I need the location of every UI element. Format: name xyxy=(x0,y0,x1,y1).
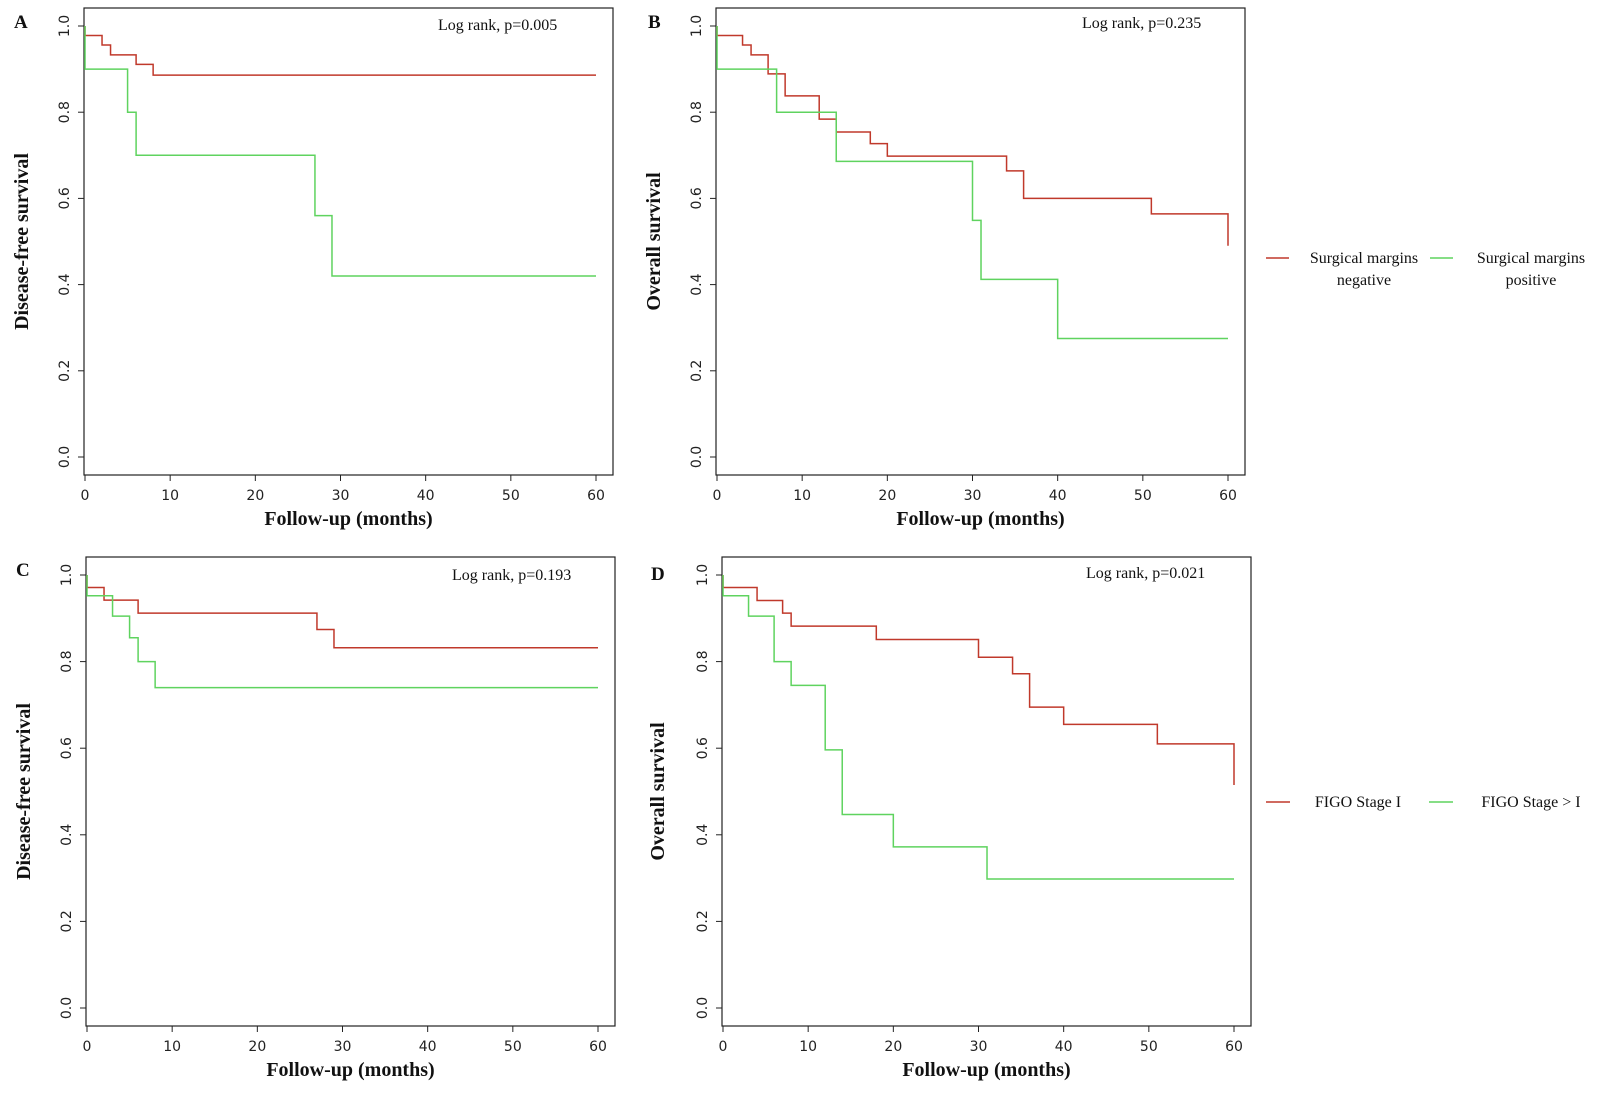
y-tick-label: 0.0 xyxy=(57,446,73,468)
panel-letter: D xyxy=(651,564,665,585)
x-tick-label: 50 xyxy=(504,1039,522,1055)
y-tick-label: 1.0 xyxy=(695,564,711,586)
x-tick-label: 60 xyxy=(587,488,605,504)
x-tick-label: 30 xyxy=(964,488,982,504)
x-tick-label: 50 xyxy=(1134,488,1152,504)
panel-A: 0 10 20 30 40 50 60 0.0 0.2 0.4 0.6 0.8 1.0 Follow-up… xyxy=(11,7,614,530)
series-line-red xyxy=(84,26,596,76)
y-tick-label: 0.0 xyxy=(59,997,75,1019)
x-tick-label: 0 xyxy=(713,488,722,504)
x-tick-label: 10 xyxy=(793,488,811,504)
y-tick-label: 0.0 xyxy=(695,997,711,1019)
series-line-red xyxy=(722,575,1235,786)
series-line-green xyxy=(716,26,1228,340)
series-line-green xyxy=(86,575,598,689)
panel-B: 0 10 20 30 40 50 60 0.0 0.2 0.4 0.6 0.8 1.0 Follow-up… xyxy=(643,7,1246,530)
legend-label: FIGO Stage > I xyxy=(1481,794,1580,811)
x-axis-label: Follow-up (months) xyxy=(902,1059,1070,1081)
y-axis-label: Overall survival xyxy=(647,722,669,861)
x-tick-label: 60 xyxy=(1219,488,1237,504)
x-tick-label: 40 xyxy=(419,1039,437,1055)
legend-label: positive xyxy=(1506,272,1557,289)
x-tick-label: 50 xyxy=(502,488,520,504)
y-tick-label: 1.0 xyxy=(59,564,75,586)
y-tick-label: 0.6 xyxy=(59,737,75,759)
x-tick-label: 10 xyxy=(799,1039,817,1055)
y-tick-label: 0.4 xyxy=(689,273,705,295)
x-tick-label: 60 xyxy=(1225,1039,1243,1055)
y-tick-label: 0.4 xyxy=(59,824,75,846)
legends: Surgical margins negative Surgical margins… xyxy=(1266,250,1585,811)
x-tick-label: 40 xyxy=(417,488,435,504)
y-axis-label: Overall survival xyxy=(643,172,665,311)
y-tick-label: 0.8 xyxy=(695,650,711,672)
plot-frame xyxy=(721,556,1252,1027)
y-tick-label: 0.2 xyxy=(57,360,73,382)
x-tick-label: 40 xyxy=(1055,1039,1073,1055)
legend-label: Surgical margins xyxy=(1477,250,1585,267)
x-tick-label: 50 xyxy=(1140,1039,1158,1055)
panel-C: 0 10 20 30 40 50 60 0.0 0.2 0.4 0.6 0.8 1.0 Follow-up… xyxy=(13,556,616,1081)
plot-frame xyxy=(715,7,1246,476)
y-tick-label: 0.2 xyxy=(59,910,75,932)
y-tick-label: 0.8 xyxy=(689,101,705,123)
log-rank-annotation: Log rank, p=0.193 xyxy=(452,567,571,584)
log-rank-annotation: Log rank, p=0.021 xyxy=(1086,565,1205,582)
x-tick-label: 30 xyxy=(970,1039,988,1055)
legend-label: negative xyxy=(1337,272,1391,289)
y-tick-label: 0.6 xyxy=(689,187,705,209)
y-tick-label: 0.8 xyxy=(59,650,75,672)
x-axis-label: Follow-up (months) xyxy=(266,1059,434,1081)
panel-letter: C xyxy=(16,560,30,581)
log-rank-annotation: Log rank, p=0.005 xyxy=(438,17,557,34)
y-tick-label: 1.0 xyxy=(57,15,73,37)
x-tick-label: 10 xyxy=(161,488,179,504)
y-axis-label: Disease-free survival xyxy=(11,153,33,330)
y-tick-label: 0.4 xyxy=(695,824,711,846)
x-tick-label: 10 xyxy=(163,1039,181,1055)
y-axis-label: Disease-free survival xyxy=(13,703,35,880)
panel-letter: B xyxy=(648,12,661,33)
plot-frame xyxy=(85,556,616,1027)
y-tick-label: 0.6 xyxy=(57,187,73,209)
x-axis-label: Follow-up (months) xyxy=(896,508,1064,530)
x-axis-label: Follow-up (months) xyxy=(264,508,432,530)
y-tick-label: 0.0 xyxy=(689,446,705,468)
x-tick-label: 60 xyxy=(589,1039,607,1055)
x-tick-label: 20 xyxy=(246,488,264,504)
panels: 0 10 20 30 40 50 60 0.0 0.2 0.4 0.6 0.8 1.0 Follow-up… xyxy=(11,7,1252,1081)
x-tick-label: 30 xyxy=(332,488,350,504)
x-tick-label: 0 xyxy=(83,1039,92,1055)
legend-label: Surgical margins xyxy=(1310,250,1418,267)
y-tick-label: 1.0 xyxy=(689,15,705,37)
series-line-green xyxy=(722,575,1234,880)
x-tick-label: 0 xyxy=(719,1039,728,1055)
y-tick-label: 0.6 xyxy=(695,737,711,759)
x-tick-label: 20 xyxy=(248,1039,266,1055)
x-tick-label: 20 xyxy=(884,1039,902,1055)
legend-figo: FIGO Stage I FIGO Stage > I xyxy=(1266,794,1581,811)
legend-margins: Surgical margins negative Surgical margins… xyxy=(1266,250,1585,289)
y-tick-label: 0.4 xyxy=(57,273,73,295)
x-tick-label: 40 xyxy=(1049,488,1067,504)
series-line-red xyxy=(86,575,598,649)
y-tick-label: 0.2 xyxy=(695,910,711,932)
legend-label: FIGO Stage I xyxy=(1315,794,1401,811)
panel-letter: A xyxy=(14,12,28,33)
series-line-green xyxy=(84,26,596,277)
plot-frame xyxy=(83,7,614,476)
x-tick-label: 20 xyxy=(878,488,896,504)
x-tick-label: 0 xyxy=(81,488,90,504)
y-tick-label: 0.8 xyxy=(57,101,73,123)
y-tick-label: 0.2 xyxy=(689,360,705,382)
log-rank-annotation: Log rank, p=0.235 xyxy=(1082,15,1201,32)
panel-D: 0 10 20 30 40 50 60 0.0 0.2 0.4 0.6 0.8 1.0 Follow-up… xyxy=(647,556,1252,1081)
x-tick-label: 30 xyxy=(334,1039,352,1055)
